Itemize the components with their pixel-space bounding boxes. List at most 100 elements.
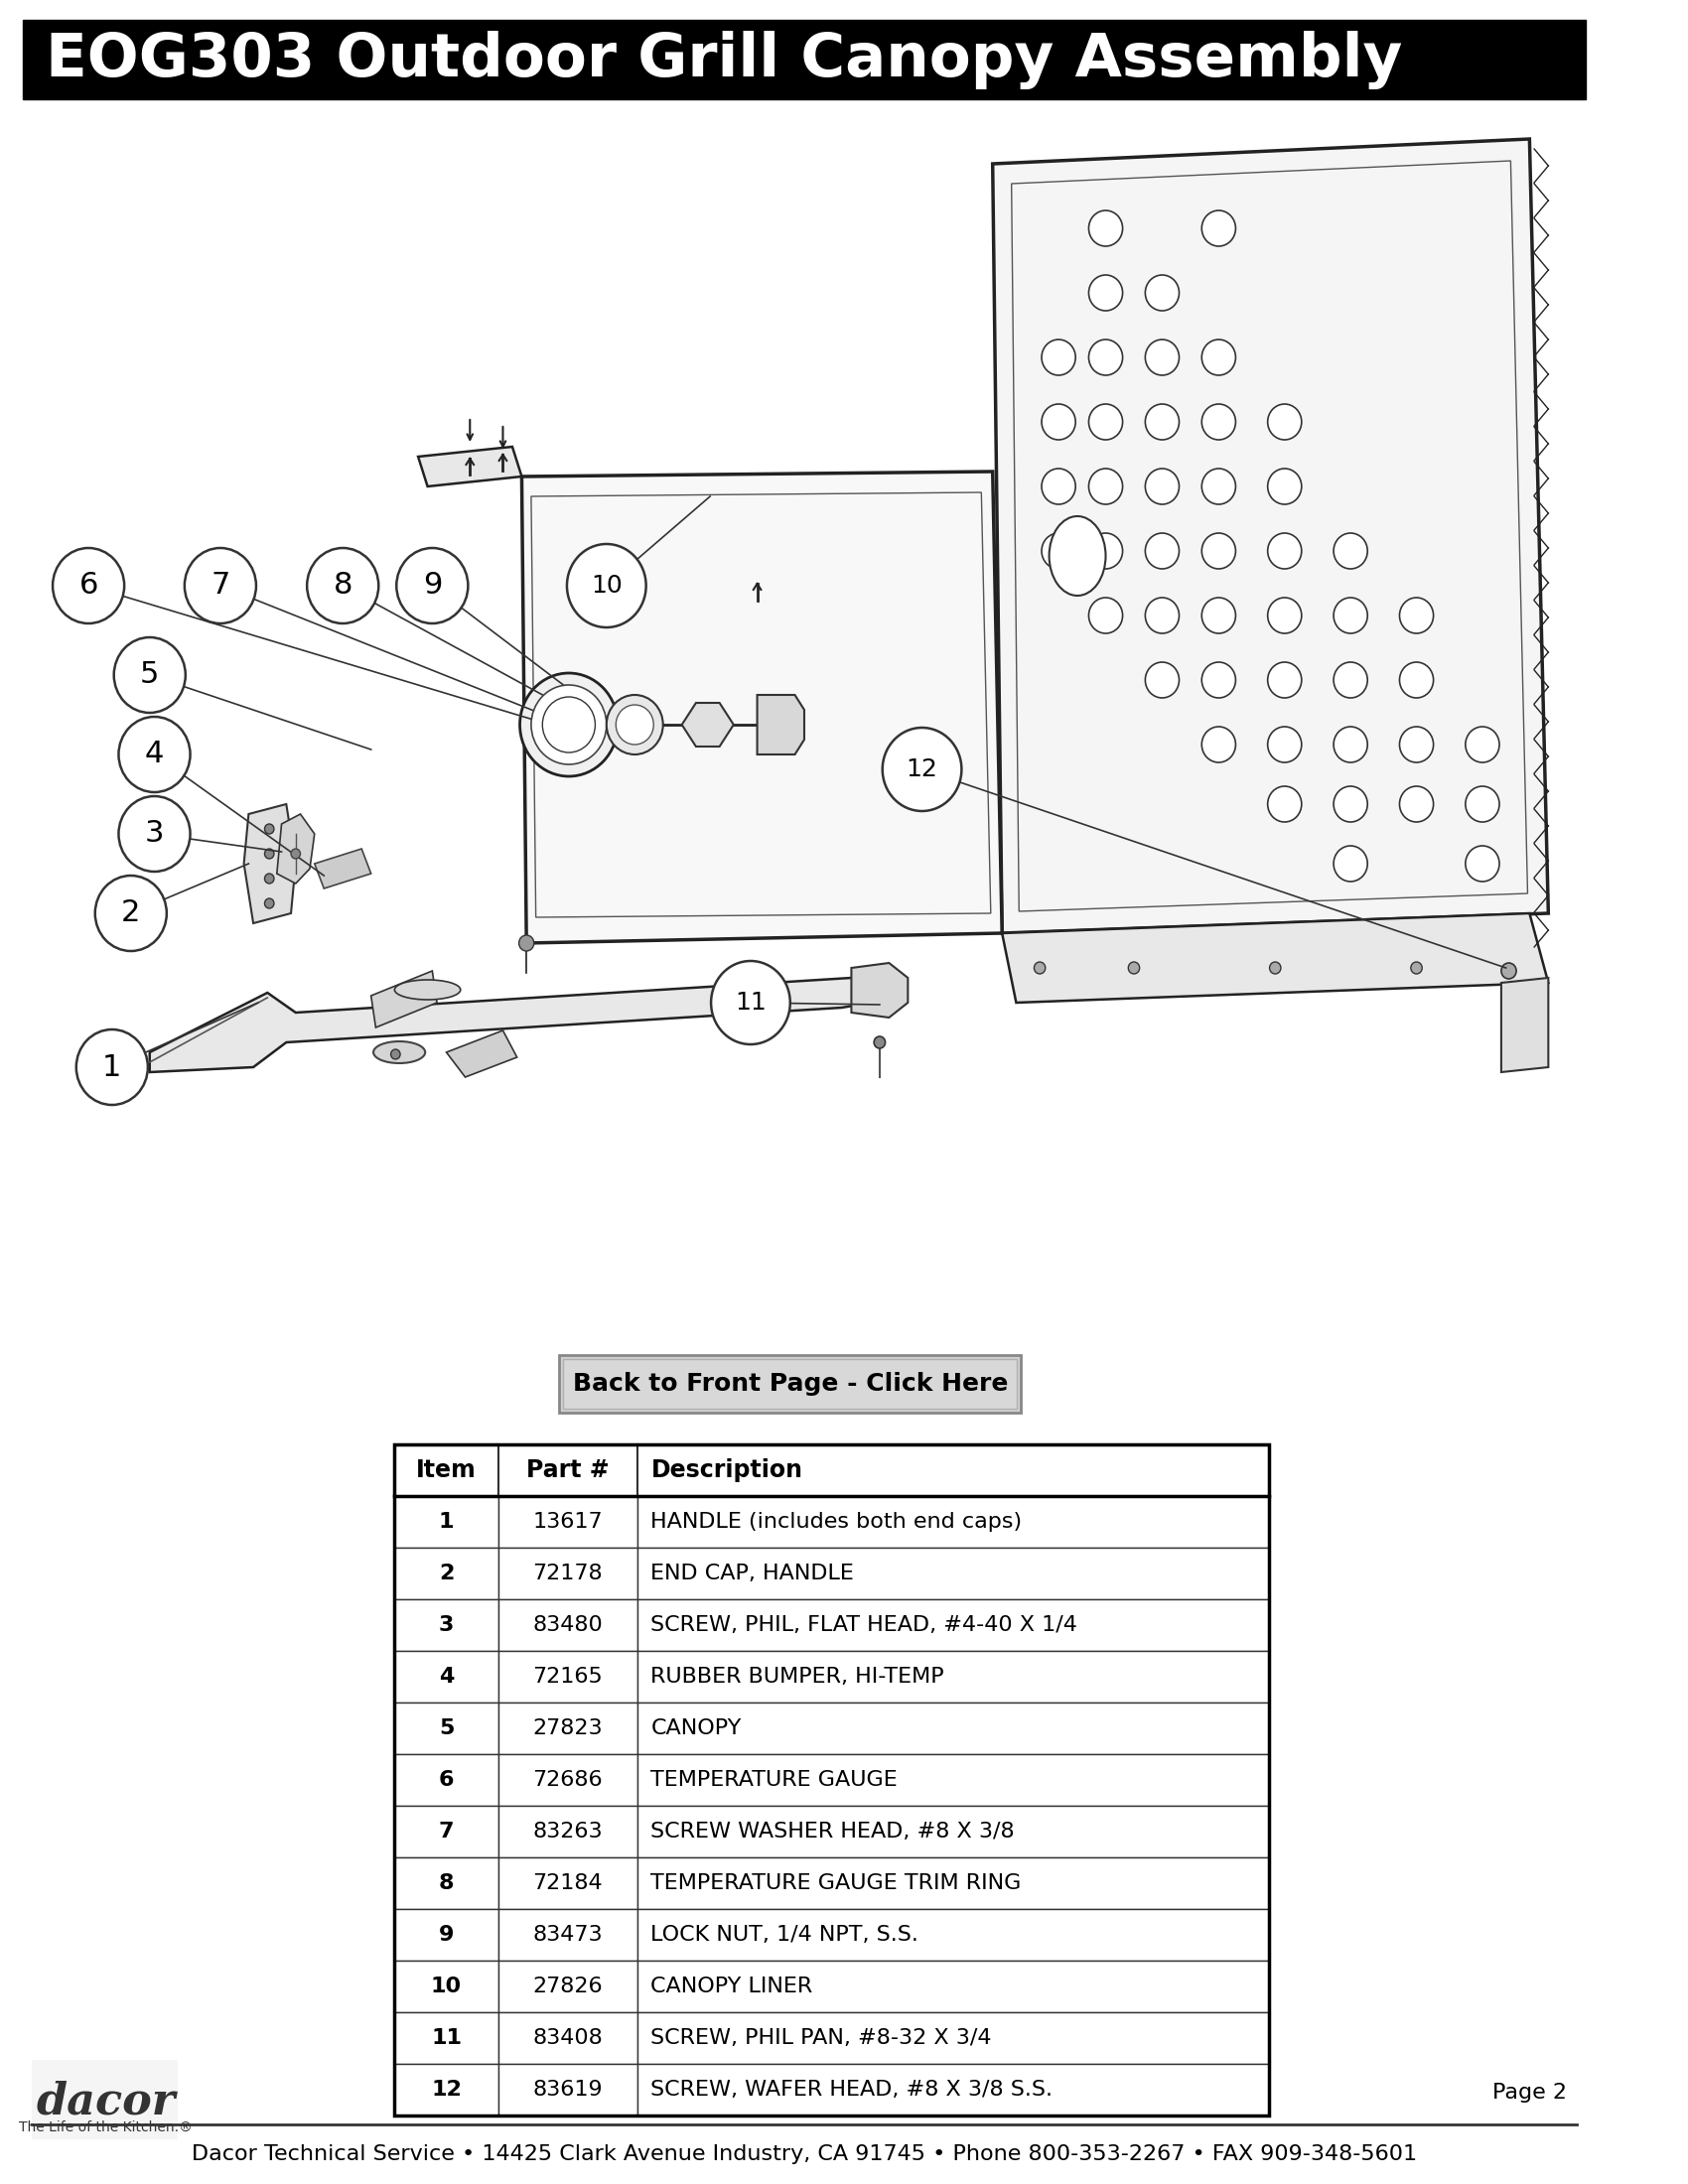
Circle shape xyxy=(1334,662,1367,699)
Text: HANDLE (includes both end caps): HANDLE (includes both end caps) xyxy=(652,1511,1023,1531)
Bar xyxy=(395,1496,498,1548)
Text: 83473: 83473 xyxy=(533,1924,603,1944)
Circle shape xyxy=(1399,786,1433,821)
Circle shape xyxy=(1334,786,1367,821)
Text: SCREW, PHIL PAN, #8-32 X 3/4: SCREW, PHIL PAN, #8-32 X 3/4 xyxy=(652,2029,993,2049)
Bar xyxy=(498,1806,638,1856)
Circle shape xyxy=(1334,598,1367,633)
Text: SCREW WASHER HEAD, #8 X 3/8: SCREW WASHER HEAD, #8 X 3/8 xyxy=(652,1821,1014,1841)
Circle shape xyxy=(1465,845,1499,882)
Text: Page 2: Page 2 xyxy=(1492,2084,1566,2103)
Circle shape xyxy=(1202,404,1236,439)
Circle shape xyxy=(118,716,191,793)
Circle shape xyxy=(307,548,378,622)
Circle shape xyxy=(1465,786,1499,821)
Text: 83619: 83619 xyxy=(533,2079,603,2099)
Text: 27823: 27823 xyxy=(533,1719,603,1738)
Bar xyxy=(395,1754,498,1806)
Text: 83263: 83263 xyxy=(533,1821,603,1841)
Bar xyxy=(638,1856,1269,1909)
Circle shape xyxy=(1144,404,1180,439)
Circle shape xyxy=(1128,961,1139,974)
Polygon shape xyxy=(243,804,295,924)
Circle shape xyxy=(397,548,468,622)
Circle shape xyxy=(1144,533,1180,568)
Circle shape xyxy=(1399,662,1433,699)
Bar xyxy=(498,1856,638,1909)
Text: 2: 2 xyxy=(122,900,140,928)
Bar xyxy=(638,1651,1269,1704)
Bar xyxy=(498,1599,638,1651)
Text: SCREW, PHIL, FLAT HEAD, #4-40 X 1/4: SCREW, PHIL, FLAT HEAD, #4-40 X 1/4 xyxy=(652,1616,1077,1636)
Circle shape xyxy=(883,727,962,810)
Circle shape xyxy=(1089,210,1123,247)
Circle shape xyxy=(1334,533,1367,568)
Circle shape xyxy=(265,898,273,909)
Circle shape xyxy=(113,638,186,712)
Circle shape xyxy=(1089,339,1123,376)
Bar xyxy=(638,1599,1269,1651)
Circle shape xyxy=(518,935,533,950)
Text: RUBBER BUMPER, HI-TEMP: RUBBER BUMPER, HI-TEMP xyxy=(652,1666,944,1686)
Bar xyxy=(638,1496,1269,1548)
Text: 7: 7 xyxy=(439,1821,454,1841)
Bar xyxy=(395,1961,498,2011)
Bar xyxy=(22,20,1587,98)
Polygon shape xyxy=(1003,913,1548,1002)
Bar xyxy=(498,1754,638,1806)
Circle shape xyxy=(1089,598,1123,633)
Bar xyxy=(395,2011,498,2064)
Text: 5: 5 xyxy=(140,660,159,690)
Circle shape xyxy=(95,876,167,950)
Text: 11: 11 xyxy=(734,992,766,1016)
Bar xyxy=(638,1704,1269,1754)
Text: 11: 11 xyxy=(430,2029,463,2049)
Bar xyxy=(638,2064,1269,2116)
Bar xyxy=(638,2011,1269,2064)
Circle shape xyxy=(567,544,647,627)
Bar xyxy=(638,1548,1269,1599)
Circle shape xyxy=(1268,404,1301,439)
Text: 1: 1 xyxy=(439,1511,454,1531)
Polygon shape xyxy=(522,472,1003,943)
Ellipse shape xyxy=(373,1042,425,1064)
Circle shape xyxy=(874,1037,885,1048)
Text: Back to Front Page - Click Here: Back to Front Page - Click Here xyxy=(572,1372,1008,1396)
Bar xyxy=(498,1704,638,1754)
Circle shape xyxy=(1144,275,1180,310)
Circle shape xyxy=(1202,598,1236,633)
Polygon shape xyxy=(150,978,871,1072)
Text: SCREW, WAFER HEAD, #8 X 3/8 S.S.: SCREW, WAFER HEAD, #8 X 3/8 S.S. xyxy=(652,2079,1053,2099)
Circle shape xyxy=(1089,275,1123,310)
Bar xyxy=(395,2064,498,2116)
Text: 10: 10 xyxy=(430,1977,463,1996)
Text: 72184: 72184 xyxy=(533,1874,603,1894)
Circle shape xyxy=(616,705,653,745)
Polygon shape xyxy=(314,850,371,889)
Circle shape xyxy=(1144,470,1180,505)
Circle shape xyxy=(542,697,596,753)
Ellipse shape xyxy=(1050,515,1106,596)
Circle shape xyxy=(1041,533,1075,568)
Circle shape xyxy=(1334,845,1367,882)
Text: EOG303 Outdoor Grill Canopy Assembly: EOG303 Outdoor Grill Canopy Assembly xyxy=(46,31,1403,90)
Bar xyxy=(498,1909,638,1961)
Bar xyxy=(395,1548,498,1599)
Circle shape xyxy=(1089,404,1123,439)
Bar xyxy=(395,1651,498,1704)
Circle shape xyxy=(118,797,191,871)
Text: 12: 12 xyxy=(906,758,939,782)
Text: 9: 9 xyxy=(439,1924,454,1944)
Polygon shape xyxy=(277,815,314,885)
Bar xyxy=(638,1444,1269,1496)
Polygon shape xyxy=(993,140,1548,933)
Circle shape xyxy=(711,961,790,1044)
Text: Description: Description xyxy=(652,1459,803,1483)
Circle shape xyxy=(1399,727,1433,762)
Bar xyxy=(638,1806,1269,1856)
Text: 3: 3 xyxy=(439,1616,454,1636)
Text: 13617: 13617 xyxy=(533,1511,603,1531)
Circle shape xyxy=(1268,662,1301,699)
Circle shape xyxy=(265,823,273,834)
Bar xyxy=(498,1961,638,2011)
